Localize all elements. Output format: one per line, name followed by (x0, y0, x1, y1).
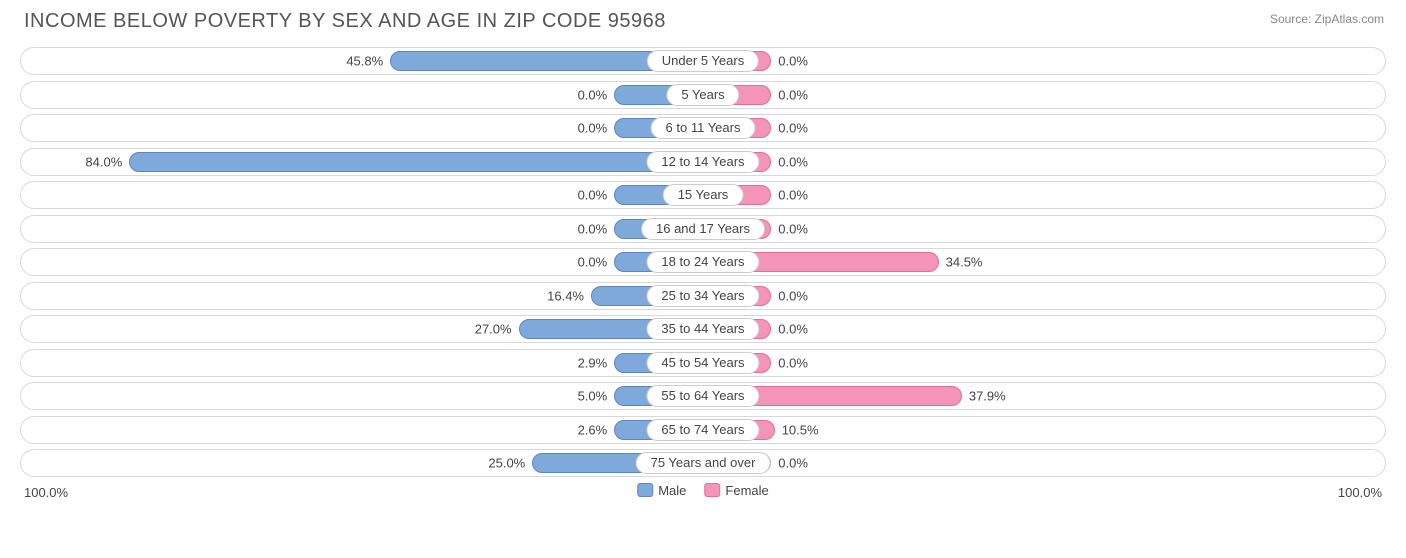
chart-area: 45.8%0.0%Under 5 Years0.0%0.0%5 Years0.0… (20, 47, 1386, 507)
male-value-label: 45.8% (346, 54, 383, 69)
data-row: 25.0% 0.0% 75 Years and over (20, 449, 1386, 477)
female-value-label: 0.0% (778, 288, 808, 303)
male-value-label: 0.0% (578, 188, 608, 203)
category-label: 55 to 64 Years (646, 385, 759, 407)
category-label: 75 Years and over (636, 452, 771, 474)
category-label: 35 to 44 Years (646, 318, 759, 340)
data-row: 0.0% 0.0% 6 to 11 Years (20, 114, 1386, 142)
female-value-label: 0.0% (778, 188, 808, 203)
legend: Male Female (637, 483, 769, 498)
female-value-label: 0.0% (778, 221, 808, 236)
female-value-label: 37.9% (969, 389, 1006, 404)
female-value-label: 0.0% (778, 322, 808, 337)
data-row: 0.0% 0.0% 15 Years (20, 181, 1386, 209)
male-value-label: 27.0% (475, 322, 512, 337)
category-label: 16 and 17 Years (641, 218, 765, 240)
female-value-label: 0.0% (778, 54, 808, 69)
category-label: 15 Years (663, 184, 744, 206)
male-value-label: 0.0% (578, 121, 608, 136)
male-bar (129, 152, 703, 172)
male-value-label: 0.0% (578, 255, 608, 270)
category-label: 12 to 14 Years (646, 151, 759, 173)
data-row: 27.0% 0.0% 35 to 44 Years (20, 315, 1386, 343)
source-attribution: Source: ZipAtlas.com (1270, 12, 1384, 26)
data-row: 0.0% 0.0% 16 and 17 Years (20, 215, 1386, 243)
legend-swatch-male (637, 483, 653, 497)
axis-left-label: 100.0% (24, 485, 68, 500)
female-value-label: 0.0% (778, 121, 808, 136)
female-value-label: 0.0% (778, 355, 808, 370)
category-label: Under 5 Years (647, 50, 759, 72)
data-row: 45.8% 0.0% Under 5 Years (20, 47, 1386, 75)
male-value-label: 5.0% (578, 389, 608, 404)
data-row: 5.0% 37.9% 55 to 64 Years (20, 382, 1386, 410)
data-row: 0.0% 0.0% 5 Years (20, 81, 1386, 109)
female-value-label: 0.0% (778, 154, 808, 169)
category-label: 65 to 74 Years (646, 419, 759, 441)
category-label: 5 Years (666, 84, 739, 106)
chart-title: INCOME BELOW POVERTY BY SEX AND AGE IN Z… (24, 10, 1386, 33)
male-value-label: 84.0% (85, 154, 122, 169)
category-label: 6 to 11 Years (651, 117, 756, 139)
data-row: 2.6% 10.5% 65 to 74 Years (20, 416, 1386, 444)
data-row: 2.9% 0.0% 45 to 54 Years (20, 349, 1386, 377)
male-value-label: 0.0% (578, 87, 608, 102)
category-label: 45 to 54 Years (646, 352, 759, 374)
female-value-label: 10.5% (782, 422, 819, 437)
male-value-label: 2.9% (578, 355, 608, 370)
category-label: 25 to 34 Years (646, 285, 759, 307)
data-row: 16.4% 0.0% 25 to 34 Years (20, 282, 1386, 310)
legend-item-female: Female (704, 483, 768, 498)
female-value-label: 0.0% (778, 87, 808, 102)
female-value-label: 34.5% (946, 255, 983, 270)
male-value-label: 0.0% (578, 221, 608, 236)
axis-row: 100.0% 100.0% Male Female (20, 483, 1386, 507)
male-value-label: 25.0% (488, 456, 525, 471)
legend-swatch-female (704, 483, 720, 497)
legend-item-male: Male (637, 483, 686, 498)
male-value-label: 16.4% (547, 288, 584, 303)
data-row: 84.0% 0.0% 12 to 14 Years (20, 148, 1386, 176)
axis-right-label: 100.0% (1338, 485, 1382, 500)
category-label: 18 to 24 Years (646, 251, 759, 273)
male-value-label: 2.6% (578, 422, 608, 437)
data-row: 0.0% 34.5% 18 to 24 Years (20, 248, 1386, 276)
female-value-label: 0.0% (778, 456, 808, 471)
